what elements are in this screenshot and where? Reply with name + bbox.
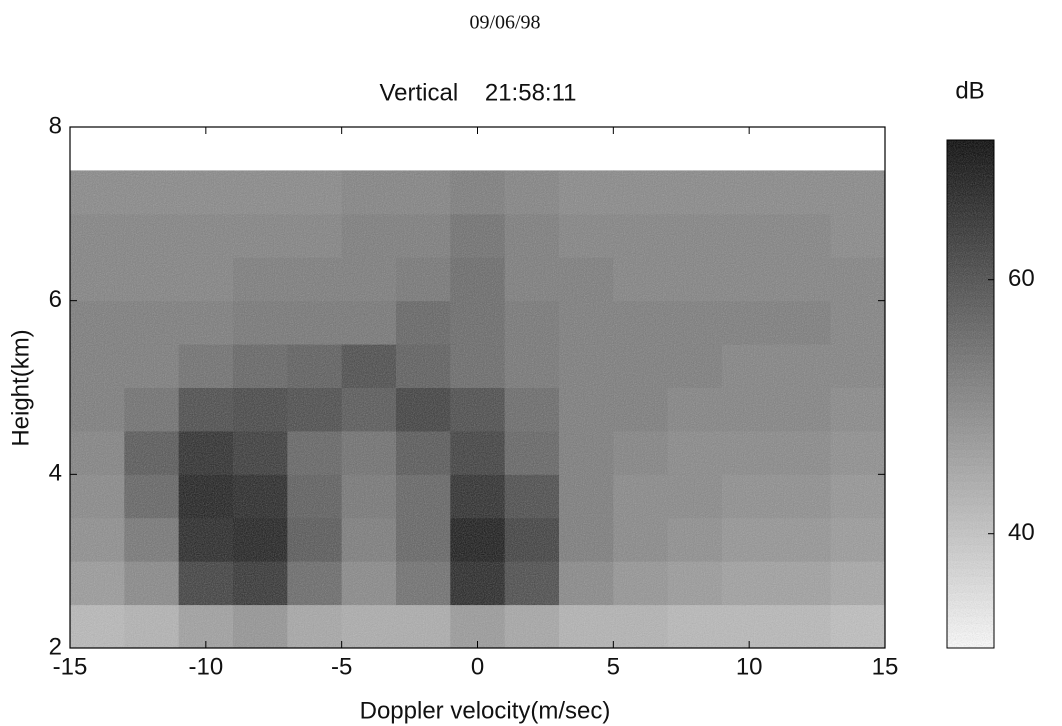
colorbar-tick-label: 40	[1008, 519, 1035, 546]
x-tick-label: 5	[607, 653, 620, 680]
y-tick-label: 2	[49, 633, 62, 660]
x-tick-label: -10	[188, 653, 223, 680]
colorbar-tick-label: 60	[1008, 265, 1035, 292]
y-tick-label: 4	[49, 460, 62, 487]
x-tick-label: 15	[872, 653, 899, 680]
chart-title: 09/06/98	[469, 12, 540, 34]
chart-subtitle: Vertical 21:58:11	[379, 79, 576, 106]
x-tick-label: -15	[53, 653, 88, 680]
x-tick-label: 0	[471, 653, 484, 680]
grain	[70, 170, 885, 648]
colorbar-frame	[946, 139, 995, 649]
y-tick-label: 8	[49, 112, 62, 139]
colorbar-label: dB	[955, 77, 984, 104]
x-axis-label: Doppler velocity(m/sec)	[360, 697, 611, 724]
colorbar-grain	[947, 140, 994, 648]
x-tick-label: -5	[331, 653, 352, 680]
y-axis-label: Height(km)	[7, 329, 34, 446]
heatmap	[70, 170, 886, 649]
x-tick-label: 10	[736, 653, 763, 680]
y-tick-label: 6	[49, 286, 62, 313]
